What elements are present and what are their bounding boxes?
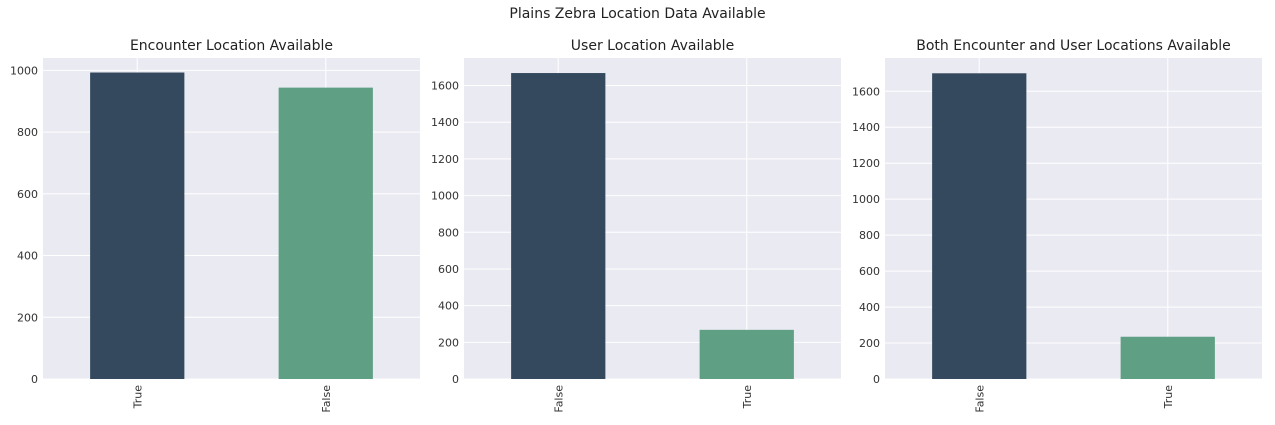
x-tick-label: False xyxy=(552,385,565,413)
y-tick-label: 1000 xyxy=(431,190,459,203)
y-tick-label: 600 xyxy=(859,265,880,278)
chart-title: Encounter Location Available xyxy=(130,38,333,54)
y-tick-label: 400 xyxy=(17,250,38,263)
y-tick-label: 400 xyxy=(438,300,459,313)
y-tick-label: 1200 xyxy=(852,157,880,170)
y-tick-label: 0 xyxy=(873,373,880,386)
x-tick-label: True xyxy=(741,385,754,410)
y-tick-label: 200 xyxy=(17,311,38,324)
y-tick-label: 1200 xyxy=(431,153,459,166)
bar-true xyxy=(1120,336,1215,379)
y-tick-label: 1600 xyxy=(431,80,459,93)
y-tick-label: 600 xyxy=(438,263,459,276)
chart-panel-1: 0 200 400 600 800 1000 True False Encounter Loca… xyxy=(10,38,420,413)
chart-panel-2: 0 200 400 600 800 1000 1200 1400 1600 False True Us… xyxy=(431,38,841,413)
x-tick-label: False xyxy=(973,385,986,413)
chart-title: User Location Available xyxy=(571,38,734,54)
x-tick-label: True xyxy=(131,385,144,410)
y-tick-label: 200 xyxy=(438,336,459,349)
x-tick-label: True xyxy=(1162,385,1175,410)
figure-suptitle: Plains Zebra Location Data Available xyxy=(509,6,766,22)
y-tick-label: 0 xyxy=(452,373,459,386)
y-tick-label: 1400 xyxy=(431,116,459,129)
bar-false xyxy=(511,73,606,380)
y-tick-label: 800 xyxy=(438,226,459,239)
chart-title: Both Encounter and User Locations Availa… xyxy=(916,38,1231,54)
x-tick-label: False xyxy=(320,385,333,413)
y-tick-label: 1000 xyxy=(852,193,880,206)
y-tick-label: 400 xyxy=(859,301,880,314)
y-tick-label: 200 xyxy=(859,337,880,350)
y-tick-label: 0 xyxy=(31,373,38,386)
y-tick-label: 600 xyxy=(17,188,38,201)
y-tick-label: 800 xyxy=(859,229,880,242)
chart-panel-3: 0 200 400 600 800 1000 1200 1400 1600 False True Bo… xyxy=(852,38,1262,413)
y-tick-label: 1000 xyxy=(10,64,38,77)
bar-false xyxy=(932,73,1027,380)
bar-true xyxy=(90,72,185,380)
y-tick-label: 1400 xyxy=(852,121,880,134)
bar-false xyxy=(278,87,373,379)
y-tick-label: 800 xyxy=(17,126,38,139)
bar-true xyxy=(699,329,794,379)
y-tick-label: 1600 xyxy=(852,85,880,98)
